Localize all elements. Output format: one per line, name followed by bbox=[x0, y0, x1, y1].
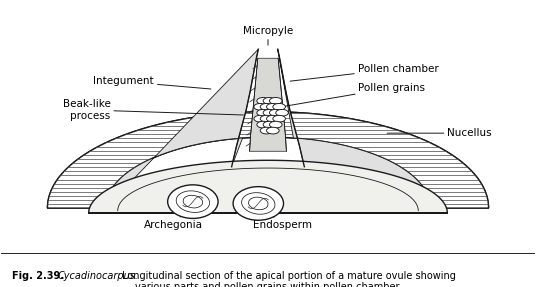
Polygon shape bbox=[278, 49, 430, 208]
Text: Pollen grains: Pollen grains bbox=[284, 83, 425, 106]
Polygon shape bbox=[88, 160, 448, 213]
Text: Fig. 2.39.: Fig. 2.39. bbox=[12, 271, 64, 281]
Text: Pollen chamber: Pollen chamber bbox=[290, 63, 438, 81]
Text: various parts and pollen grains within pollen chamber.: various parts and pollen grains within p… bbox=[135, 282, 401, 287]
Text: Nucellus: Nucellus bbox=[387, 128, 492, 138]
Circle shape bbox=[273, 115, 286, 122]
Circle shape bbox=[270, 109, 282, 116]
Circle shape bbox=[254, 103, 266, 110]
Circle shape bbox=[257, 109, 270, 116]
Circle shape bbox=[257, 121, 270, 128]
Circle shape bbox=[276, 109, 288, 116]
Circle shape bbox=[266, 127, 279, 134]
Circle shape bbox=[263, 109, 276, 116]
Text: Integument: Integument bbox=[93, 77, 211, 89]
Text: Micropyle: Micropyle bbox=[243, 26, 293, 45]
Circle shape bbox=[260, 127, 273, 134]
Polygon shape bbox=[250, 58, 286, 151]
Circle shape bbox=[266, 103, 279, 110]
Polygon shape bbox=[106, 49, 258, 208]
Circle shape bbox=[266, 115, 279, 122]
Text: Endosperm: Endosperm bbox=[253, 205, 312, 230]
Circle shape bbox=[257, 98, 270, 104]
Circle shape bbox=[273, 103, 286, 110]
Circle shape bbox=[270, 121, 282, 128]
Polygon shape bbox=[48, 112, 488, 208]
Circle shape bbox=[254, 115, 266, 122]
Circle shape bbox=[260, 115, 273, 122]
Text: Cycadinocarpus.: Cycadinocarpus. bbox=[57, 271, 138, 281]
Text: Beak-like
process: Beak-like process bbox=[63, 99, 243, 121]
Circle shape bbox=[263, 121, 276, 128]
Circle shape bbox=[263, 98, 276, 104]
Circle shape bbox=[260, 103, 273, 110]
Text: Longitudinal section of the apical portion of a mature ovule showing: Longitudinal section of the apical porti… bbox=[122, 271, 456, 281]
Polygon shape bbox=[48, 112, 488, 208]
Circle shape bbox=[270, 98, 282, 104]
Ellipse shape bbox=[233, 187, 284, 220]
Ellipse shape bbox=[168, 185, 218, 218]
Text: Archegonia: Archegonia bbox=[144, 204, 203, 230]
